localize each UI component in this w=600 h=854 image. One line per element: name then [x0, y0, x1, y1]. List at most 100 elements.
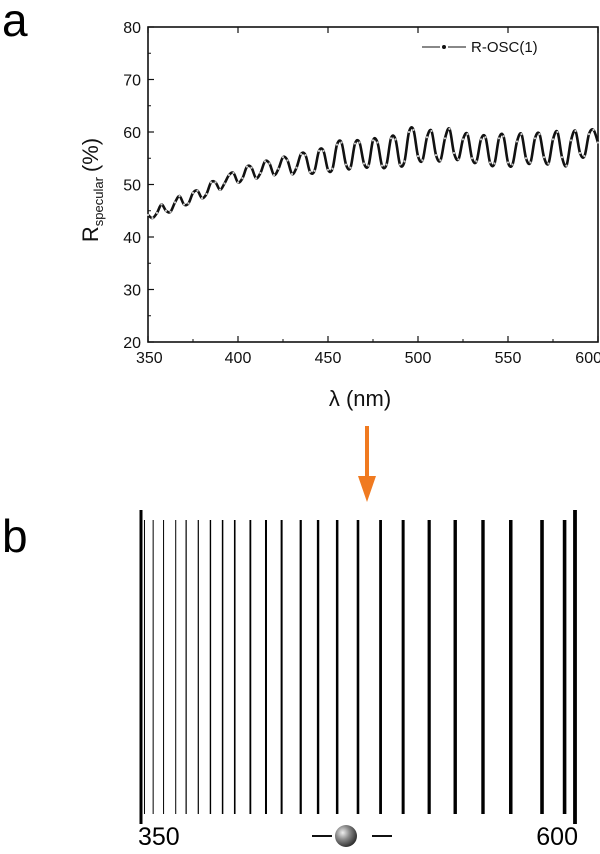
data-point	[371, 139, 375, 142]
y-axis-label-main: R	[78, 226, 103, 242]
data-point	[236, 181, 240, 184]
data-point	[299, 152, 303, 156]
data-point	[290, 172, 294, 176]
barcode-lines	[139, 510, 577, 824]
data-point	[448, 127, 451, 130]
data-point	[547, 162, 550, 165]
data-point	[250, 166, 253, 169]
data-point	[578, 151, 582, 155]
data-point	[344, 163, 348, 166]
data-point	[542, 156, 546, 159]
y-axis-label: Rspecular (%)	[78, 138, 106, 242]
data-point	[434, 154, 438, 157]
data-point	[479, 138, 483, 141]
data-point	[259, 171, 262, 175]
data-point	[520, 133, 523, 136]
data-point	[241, 177, 244, 180]
data-point	[389, 137, 393, 140]
data-point	[209, 181, 213, 184]
data-point	[583, 155, 586, 158]
data-point	[295, 166, 298, 169]
data-point	[331, 167, 334, 170]
data-point	[254, 177, 258, 180]
data-point	[461, 138, 465, 141]
data-point	[421, 159, 424, 162]
data-point	[268, 162, 271, 165]
data-point	[277, 167, 280, 170]
data-point	[466, 133, 469, 136]
data-point	[196, 189, 199, 192]
y-axis-label-subscript: specular	[91, 176, 106, 226]
panel-b-label: b	[2, 510, 28, 562]
sphere-marker-icon	[312, 825, 392, 847]
data-point	[317, 149, 321, 152]
data-point	[178, 194, 181, 198]
data-point	[511, 163, 514, 166]
y-tick-label: 80	[123, 20, 141, 37]
y-axis-ticks: 20 30 40 50 60 70 80	[123, 20, 154, 352]
data-point	[524, 157, 528, 160]
data-point	[376, 141, 379, 144]
data-point	[214, 181, 217, 184]
x-tick-label: 500	[405, 350, 432, 367]
data-point	[565, 164, 568, 167]
data-point	[187, 202, 190, 205]
data-point	[385, 163, 388, 166]
down-arrow-icon	[358, 426, 376, 502]
data-point	[286, 159, 289, 162]
data-point	[218, 188, 222, 191]
data-point	[340, 141, 343, 144]
data-point	[182, 203, 186, 206]
y-tick-label: 20	[123, 335, 141, 352]
data-point	[538, 133, 541, 136]
data-point	[529, 161, 532, 164]
series-group	[146, 126, 600, 220]
data-point	[439, 159, 442, 162]
data-point	[412, 128, 415, 131]
data-point	[322, 149, 325, 152]
data-point	[551, 138, 555, 141]
barcode-end-label: 600	[536, 823, 578, 851]
y-tick-label: 40	[123, 230, 141, 247]
data-point	[281, 156, 285, 159]
data-point	[191, 191, 195, 194]
x-axis-ticks: 350 400 450 500 550 600	[136, 27, 600, 367]
y-tick-label: 30	[123, 283, 141, 300]
data-point	[587, 133, 591, 136]
data-point	[362, 162, 366, 165]
data-point	[349, 166, 352, 169]
data-point	[326, 168, 330, 171]
data-point	[245, 165, 249, 168]
data-point	[457, 158, 460, 161]
data-point	[313, 169, 316, 172]
data-point	[452, 151, 456, 155]
legend-label: R-OSC(1)	[471, 39, 538, 56]
panel-a-label: a	[2, 0, 28, 46]
data-point	[205, 192, 208, 196]
data-point	[416, 155, 420, 158]
x-tick-label: 550	[495, 350, 522, 367]
data-point	[556, 130, 559, 134]
data-point	[367, 164, 370, 167]
arrow-head	[358, 476, 376, 502]
data-point	[506, 161, 510, 164]
data-point	[560, 156, 564, 159]
data-point	[227, 173, 231, 177]
data-point	[272, 173, 276, 177]
data-point	[596, 141, 600, 144]
data-point	[515, 140, 519, 143]
x-tick-label: 600	[575, 350, 600, 367]
data-point	[151, 217, 154, 220]
barcode-start-label: 350	[138, 823, 180, 851]
data-point	[223, 182, 226, 185]
data-point	[200, 197, 204, 200]
data-point	[304, 154, 307, 157]
x-axis-label: λ (nm)	[329, 386, 391, 411]
data-point	[160, 203, 163, 206]
data-point	[488, 161, 492, 164]
data-point	[380, 164, 384, 167]
data-point	[502, 135, 505, 138]
data-point	[497, 137, 501, 140]
data-point	[358, 141, 361, 144]
